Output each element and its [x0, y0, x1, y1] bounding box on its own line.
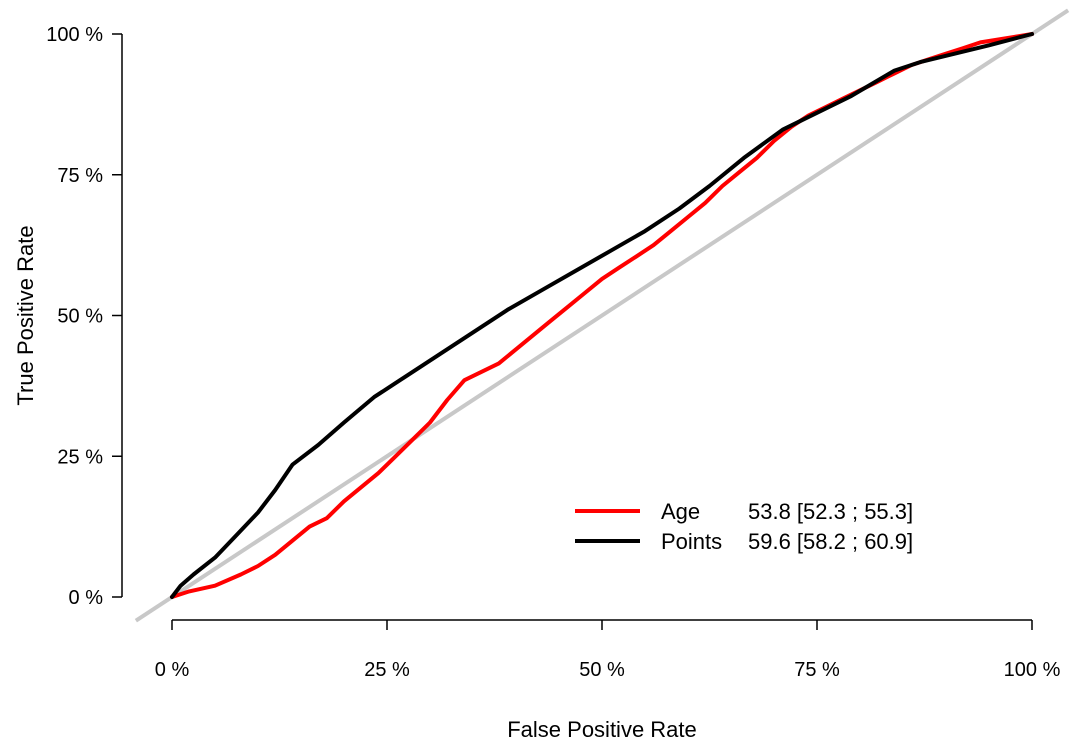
series-line-points — [170, 32, 1034, 599]
x-tick-label: 50 % — [579, 659, 625, 681]
y-axis-title: True Positive Rate — [13, 225, 38, 405]
legend-label-points: Points — [661, 529, 722, 554]
y-tick-label: 0 % — [69, 587, 104, 609]
x-axis-title: False Positive Rate — [507, 717, 697, 742]
x-tick-label: 0 % — [155, 659, 190, 681]
x-tick-label: 75 % — [794, 659, 840, 681]
y-tick-label: 50 % — [57, 306, 103, 328]
x-tick-label: 25 % — [364, 659, 410, 681]
series-line-age — [170, 32, 1034, 599]
reference-diagonal-line — [134, 8, 1070, 623]
legend-label-age: Age — [661, 499, 700, 524]
y-tick-label: 25 % — [57, 446, 103, 468]
legend-auc-points: 59.6 [58.2 ; 60.9] — [748, 529, 913, 554]
x-tick-label: 100 % — [1004, 659, 1061, 681]
legend-auc-age: 53.8 [52.3 ; 55.3] — [748, 499, 913, 524]
y-tick-label: 75 % — [57, 165, 103, 187]
y-tick-label: 100 % — [46, 24, 103, 46]
